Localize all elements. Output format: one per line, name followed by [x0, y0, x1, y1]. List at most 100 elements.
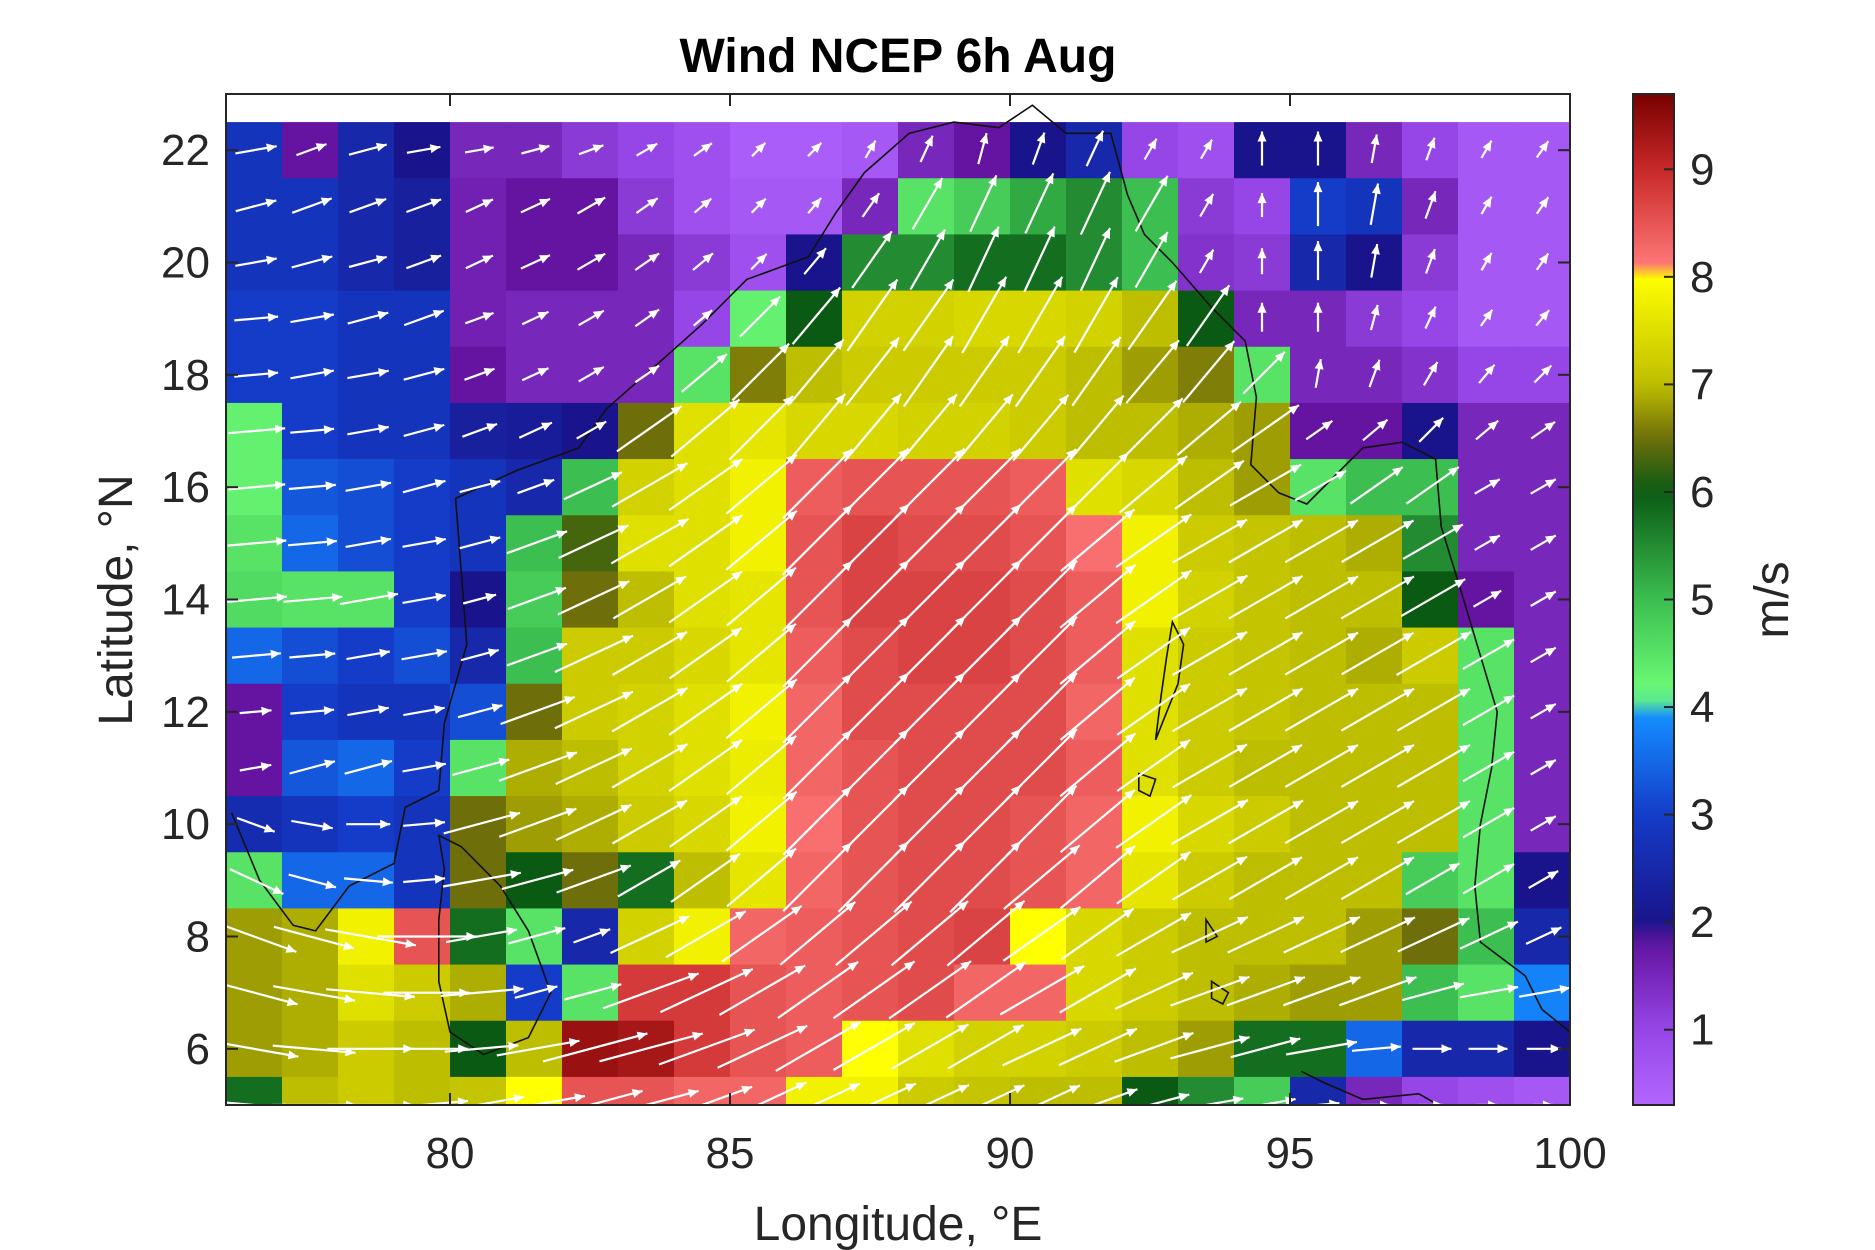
- wind-arrow: [457, 703, 503, 719]
- wind-arrow: [1425, 137, 1436, 161]
- wind-arrow: [612, 575, 687, 620]
- heatmap-cell: [226, 1076, 283, 1105]
- y-tick-label: 12: [161, 688, 210, 737]
- heatmap-cell: [1010, 1076, 1067, 1105]
- wind-arrow: [610, 517, 689, 565]
- wind-arrow: [227, 593, 287, 603]
- wind-arrow: [1182, 340, 1236, 404]
- wind-arrow: [635, 197, 659, 214]
- wind-arrow: [1171, 799, 1249, 845]
- wind-arrow: [845, 336, 900, 406]
- wind-arrow: [902, 335, 955, 408]
- wind-arrow: [1228, 631, 1304, 676]
- wind-arrow: [1525, 926, 1562, 945]
- wind-arrow: [1369, 304, 1380, 331]
- wind-arrow: [1284, 575, 1359, 620]
- wind-arrow: [1424, 248, 1436, 274]
- y-tick-label: 16: [161, 463, 210, 512]
- wind-arrow: [1480, 140, 1493, 159]
- wind-arrow: [1362, 418, 1389, 442]
- wind-arrow: [289, 649, 336, 659]
- wind-arrow: [1171, 574, 1248, 621]
- wind-arrow: [346, 648, 390, 661]
- wind-arrow: [1474, 534, 1501, 551]
- wind-arrow: [1059, 676, 1136, 741]
- wind-arrow: [1185, 284, 1231, 347]
- wind-arrow: [1134, 175, 1169, 232]
- wind-arrow: [327, 1100, 414, 1105]
- wind-arrow: [1242, 351, 1286, 395]
- wind-arrow: [1480, 252, 1493, 271]
- wind-arrow: [1228, 687, 1304, 732]
- wind-arrow: [1125, 339, 1180, 404]
- wind-arrow: [403, 367, 445, 381]
- wind-arrow: [452, 757, 510, 776]
- wind-arrow: [668, 514, 743, 568]
- wind-arrow: [1073, 276, 1119, 354]
- wind-arrow: [668, 458, 743, 512]
- wind-arrow: [339, 591, 399, 606]
- wind-arrow: [923, 1084, 970, 1105]
- wind-arrow: [599, 1031, 704, 1063]
- colorbar-tick-label: 3: [1690, 791, 1714, 840]
- wind-arrow: [1090, 1088, 1138, 1105]
- y-axis-label: Latitude, °N: [90, 474, 143, 725]
- wind-arrow: [1228, 575, 1304, 620]
- wind-arrow: [1530, 646, 1557, 664]
- wind-arrow: [234, 369, 279, 379]
- wind-arrow: [911, 177, 944, 230]
- wind-arrow: [348, 142, 387, 156]
- y-tick-label: 20: [161, 239, 210, 288]
- wind-arrow: [1003, 844, 1081, 910]
- wind-arrow: [617, 859, 681, 898]
- wind-arrow: [1341, 519, 1415, 563]
- wind-arrow: [1396, 687, 1471, 732]
- wind-arrow: [909, 229, 946, 290]
- wind-arrow: [1535, 252, 1550, 271]
- wind-arrow: [576, 420, 607, 440]
- wind-arrow: [846, 278, 899, 352]
- wind-arrow: [1257, 248, 1267, 275]
- x-tick-label: 80: [426, 1129, 475, 1178]
- wind-arrow: [402, 479, 446, 494]
- wind-arrow: [668, 738, 743, 792]
- wind-arrow: [465, 198, 494, 213]
- wind-arrow: [459, 479, 501, 494]
- wind-arrow: [1400, 578, 1466, 618]
- wind-arrow: [1459, 920, 1519, 950]
- wind-arrow: [832, 1022, 916, 1071]
- wind-arrow: [843, 393, 902, 463]
- wind-arrow: [890, 1023, 969, 1070]
- wind-arrow: [1368, 359, 1381, 388]
- wind-arrow: [443, 811, 521, 835]
- wind-arrow: [888, 960, 972, 1020]
- wind-arrow: [1200, 139, 1213, 160]
- wind-arrow: [1472, 589, 1502, 608]
- wind-arrow: [555, 803, 632, 841]
- wind-arrow: [616, 405, 683, 453]
- wind-arrow: [1114, 1031, 1194, 1063]
- wind-arrow: [578, 365, 605, 383]
- wind-arrow: [272, 1100, 357, 1105]
- wind-arrow: [1526, 1044, 1561, 1054]
- wind-arrow: [1530, 534, 1557, 551]
- wind-arrow: [725, 734, 798, 796]
- wind-arrow: [464, 144, 494, 154]
- wind-arrow: [949, 840, 1022, 913]
- wind-vectors: [226, 130, 1570, 1105]
- wind-arrow: [296, 143, 327, 157]
- wind-arrow: [554, 634, 634, 673]
- wind-arrow: [325, 928, 416, 948]
- wind-arrow: [946, 899, 1026, 967]
- wind-arrow: [1071, 336, 1122, 407]
- wind-arrow: [835, 900, 913, 966]
- wind-arrow: [782, 841, 853, 912]
- wind-arrow: [680, 353, 728, 393]
- y-tick-label: 14: [161, 576, 210, 625]
- wind-arrow: [958, 335, 1011, 408]
- wind-arrow: [967, 226, 1000, 293]
- wind-arrow: [520, 254, 551, 270]
- wind-arrow: [1023, 226, 1056, 293]
- heatmap-cell: [1458, 1076, 1515, 1105]
